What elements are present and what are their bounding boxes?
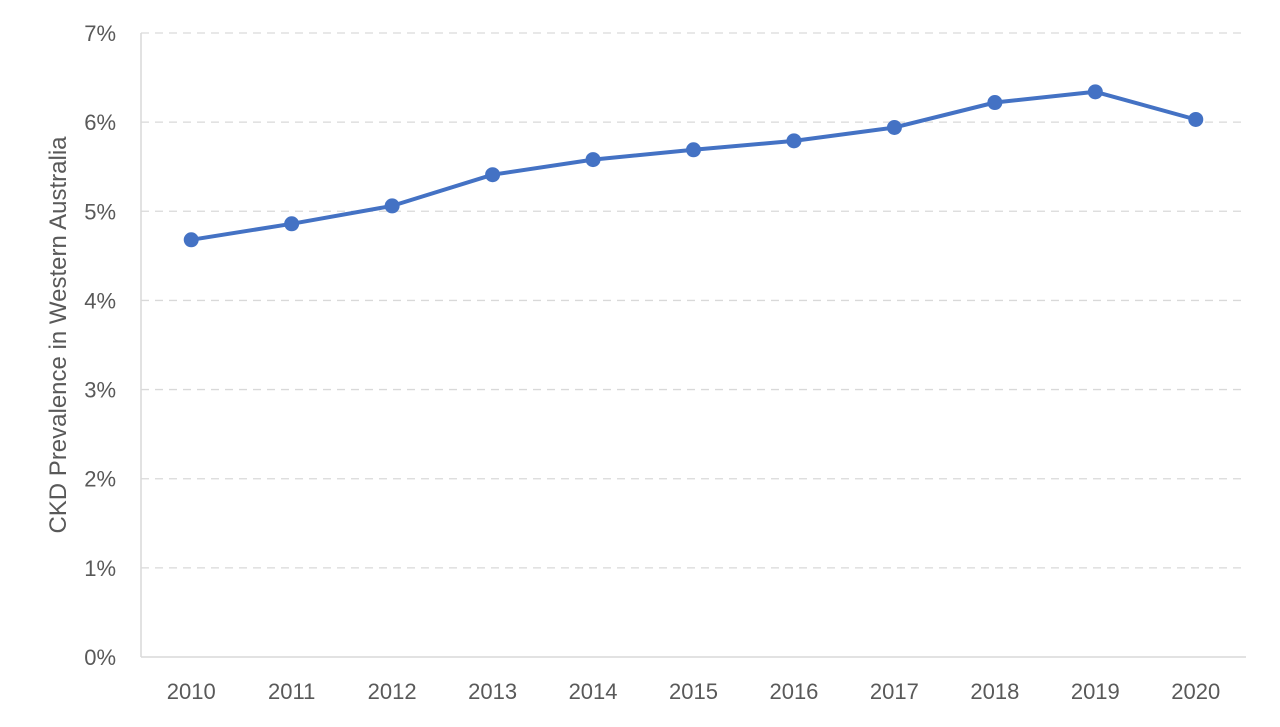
y-axis-title: CKD Prevalence in Western Australia [45, 136, 72, 534]
x-tick-label: 2018 [970, 679, 1019, 704]
data-point [987, 95, 1003, 111]
y-tick-label: 2% [84, 467, 116, 492]
data-point [485, 167, 501, 183]
x-tick-label: 2017 [870, 679, 919, 704]
x-tick-label: 2013 [468, 679, 517, 704]
y-tick-label: 4% [84, 288, 116, 313]
gridlines [141, 32, 1246, 569]
y-tick-label: 3% [84, 378, 116, 403]
y-tick-label: 0% [84, 645, 116, 670]
x-tick-label: 2019 [1071, 679, 1120, 704]
data-point [183, 232, 199, 248]
y-tick-label: 5% [84, 199, 116, 224]
series-layer [183, 84, 1204, 248]
axes [140, 33, 1246, 658]
x-tick-label: 2011 [268, 679, 315, 704]
x-tick-label: 2014 [569, 679, 618, 704]
y-tick-label: 1% [84, 556, 116, 581]
data-point [585, 152, 601, 168]
x-tick-label: 2016 [769, 679, 818, 704]
data-point [686, 142, 701, 158]
data-point [886, 119, 902, 135]
data-point [384, 198, 400, 214]
data-point [284, 216, 300, 232]
x-tick-label: 2015 [669, 679, 718, 704]
data-point [1188, 111, 1204, 127]
y-tick-labels: 0% 1% 2% 3% 4% 5% 6% 7% [84, 21, 116, 670]
x-tick-label: 2010 [167, 679, 216, 704]
x-tick-label: 2012 [368, 679, 417, 704]
x-tick-label: 2020 [1171, 679, 1220, 704]
y-tick-label: 6% [84, 110, 116, 135]
data-point [1087, 84, 1103, 100]
data-point [786, 133, 802, 149]
x-tick-labels: 2010 2011 2012 2013 2014 2015 2016 2017 2018 2019… [167, 679, 1220, 704]
series-line [189, 89, 1198, 242]
y-tick-label: 7% [84, 21, 116, 46]
